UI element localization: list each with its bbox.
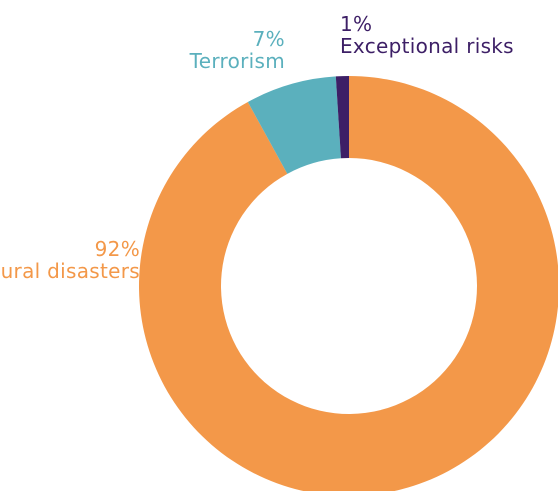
slice-label-exceptional-risks: 1% Exceptional risks xyxy=(340,13,514,57)
slice-label-natural-disasters: 92% Natural disasters xyxy=(0,238,140,282)
slice-exceptional-risks xyxy=(335,76,349,159)
slice-percent-exceptional-risks: 1% xyxy=(340,12,373,36)
donut-slices xyxy=(139,76,558,491)
slice-percent-natural-disasters: 92% xyxy=(94,237,140,261)
slice-name-exceptional-risks: Exceptional risks xyxy=(340,34,514,58)
slice-name-natural-disasters: Natural disasters xyxy=(0,259,140,283)
slice-natural-disasters xyxy=(139,76,558,491)
slice-terrorism xyxy=(247,76,341,174)
slice-name-terrorism: Terrorism xyxy=(189,49,285,73)
slice-percent-terrorism: 7% xyxy=(252,27,285,51)
slice-label-terrorism: 7% Terrorism xyxy=(190,28,285,72)
